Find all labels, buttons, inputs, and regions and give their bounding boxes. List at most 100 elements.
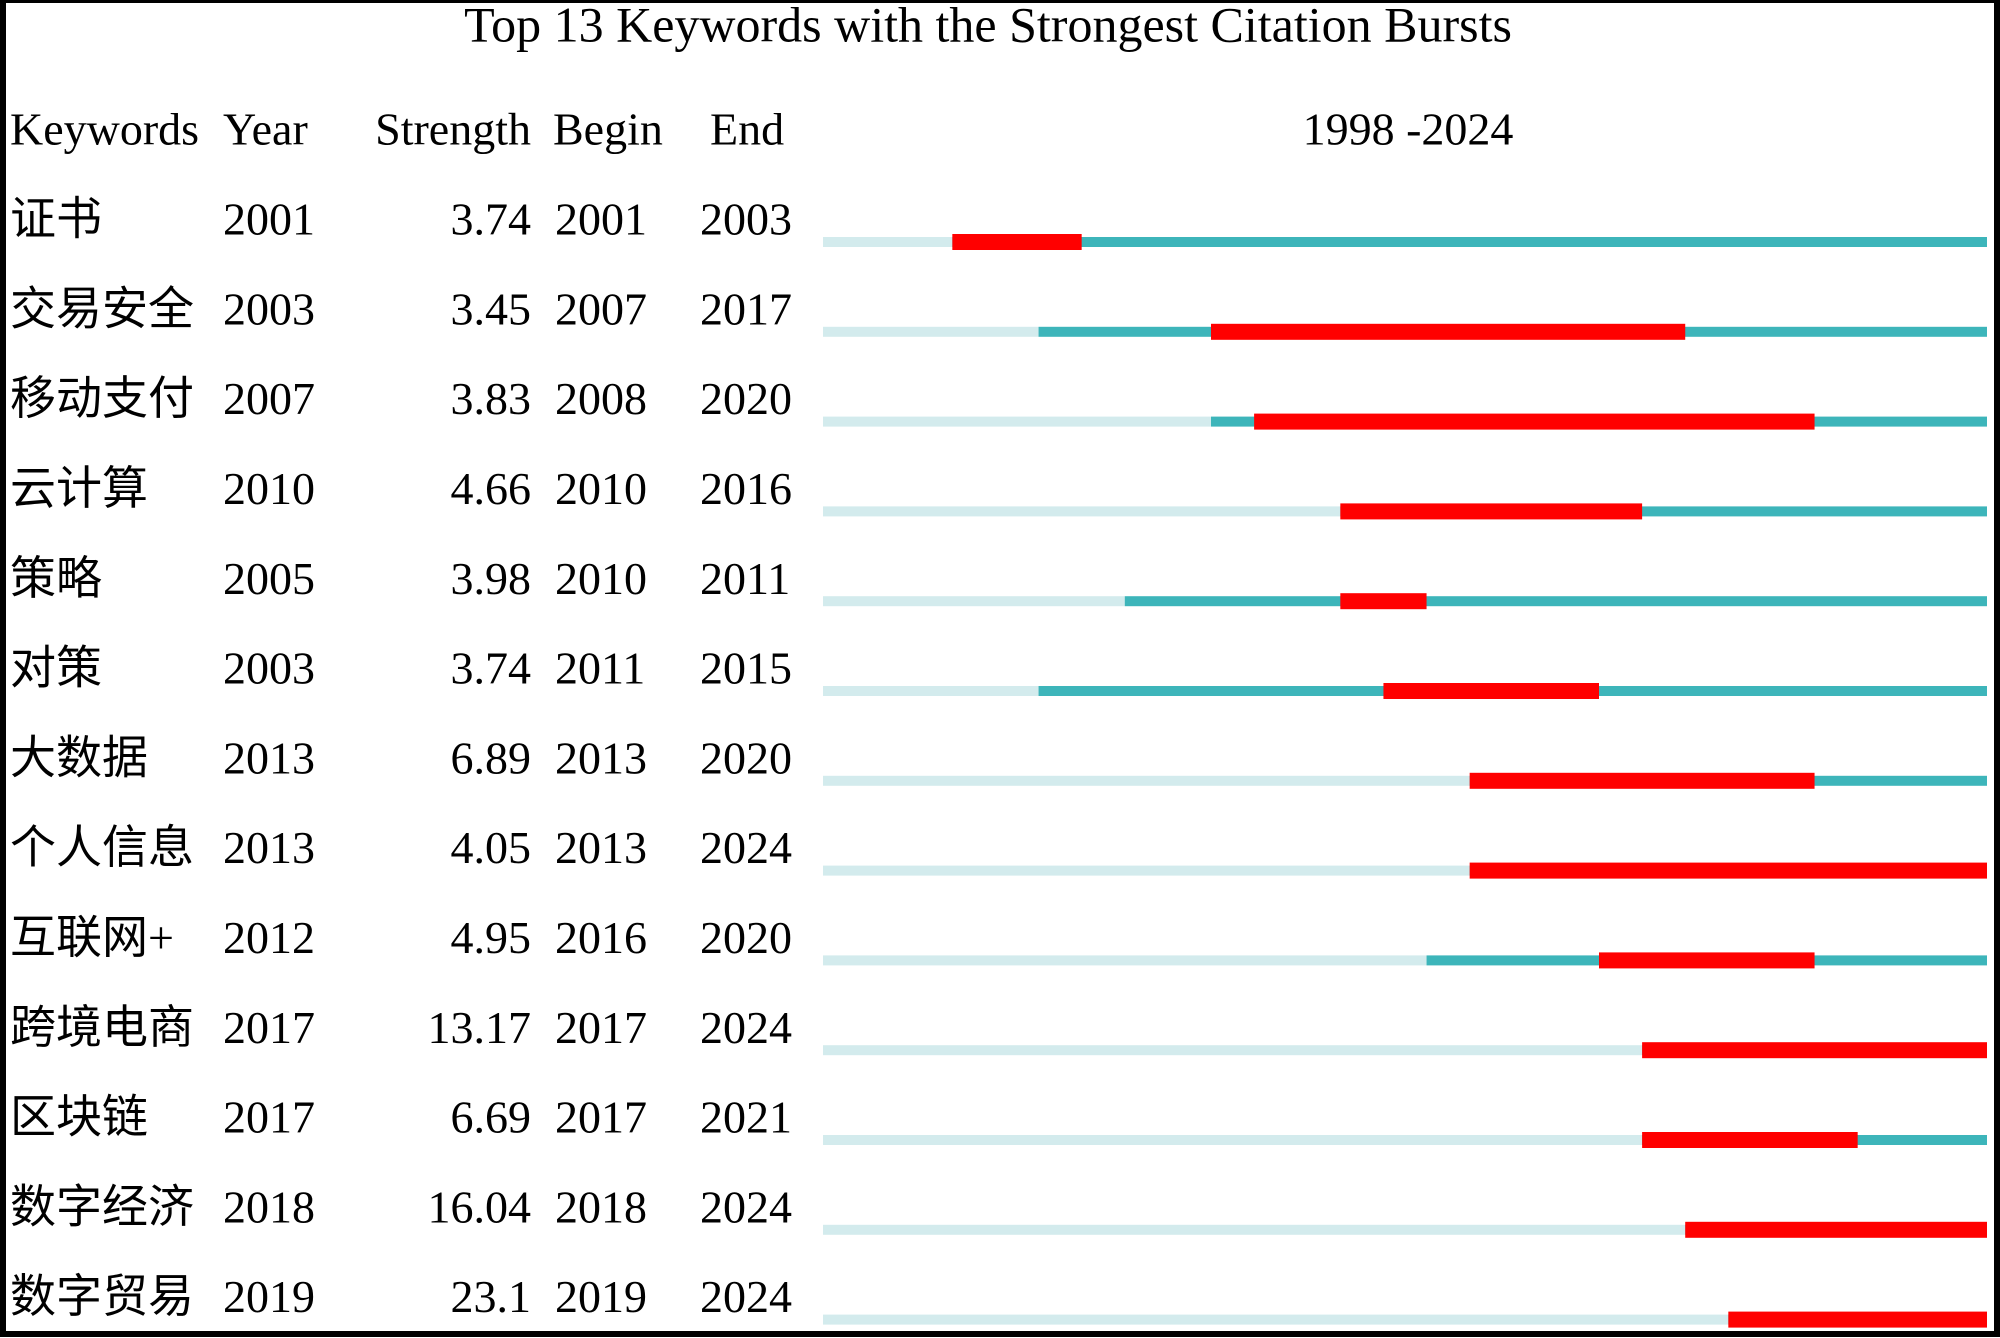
pre-period: [823, 1314, 1729, 1325]
begin: 2011: [555, 643, 645, 694]
pre-period: [823, 775, 1470, 786]
column-header: Year: [223, 104, 308, 155]
year: 2007: [223, 373, 315, 424]
begin: 2017: [555, 1002, 647, 1053]
begin: 2013: [555, 822, 647, 873]
active-period: [1340, 506, 1987, 517]
keyword: 数字经济: [10, 1181, 194, 1232]
year: 2017: [223, 1002, 315, 1053]
end: 2024: [700, 1002, 792, 1053]
year: 2003: [223, 643, 315, 694]
begin: 2010: [555, 553, 647, 604]
burst-bar: [1469, 862, 1987, 879]
begin: 2008: [555, 373, 647, 424]
year: 2005: [223, 553, 315, 604]
year: 2012: [223, 912, 315, 963]
keyword: 证书: [10, 194, 102, 245]
pre-period: [823, 416, 1211, 427]
year: 2017: [223, 1092, 315, 1143]
burst-bar: [1469, 772, 1815, 789]
burst-bar: [1599, 952, 1815, 969]
end: 2024: [700, 1271, 792, 1322]
strength: 3.74: [451, 643, 532, 694]
keyword: 策略: [10, 553, 102, 604]
active-period: [952, 237, 1988, 247]
end: 2021: [700, 1092, 792, 1143]
burst-bar: [1340, 593, 1427, 610]
keyword: 互联网+: [10, 912, 174, 963]
keyword: 跨境电商: [10, 1002, 194, 1053]
end: 2020: [700, 373, 792, 424]
pre-period: [823, 955, 1427, 966]
year: 2003: [223, 283, 315, 334]
strength: 13.17: [428, 1002, 532, 1053]
year: 2013: [223, 732, 315, 783]
pre-period: [823, 1224, 1686, 1235]
strength: 6.89: [451, 732, 532, 783]
burst-bar: [1642, 1042, 1987, 1059]
burst-bar: [1383, 683, 1599, 699]
range-label: 1998 -2024: [1303, 104, 1514, 155]
end: 2011: [700, 553, 790, 604]
pre-period: [823, 237, 953, 247]
chart-title: Top 13 Keywords with the Strongest Citat…: [464, 0, 1512, 52]
year: 2013: [223, 822, 315, 873]
pre-period: [823, 865, 1470, 876]
strength: 3.83: [451, 373, 532, 424]
end: 2017: [700, 283, 792, 334]
begin: 2001: [555, 194, 647, 245]
keyword: 移动支付: [10, 373, 194, 424]
pre-period: [823, 506, 1341, 517]
end: 2020: [700, 732, 792, 783]
strength: 3.45: [451, 283, 532, 334]
begin: 2016: [555, 912, 647, 963]
strength: 23.1: [451, 1271, 532, 1322]
pre-period: [823, 596, 1125, 607]
end: 2016: [700, 463, 792, 514]
pre-period: [823, 326, 1039, 337]
burst-bar: [1340, 503, 1643, 520]
burst-bar: [952, 234, 1082, 250]
strength: 3.98: [451, 553, 532, 604]
burst-bar: [1211, 323, 1686, 340]
burst-bar: [1254, 413, 1815, 430]
pre-period: [823, 1135, 1643, 1145]
year: 2018: [223, 1181, 315, 1232]
strength: 6.69: [451, 1092, 532, 1143]
strength: 4.05: [451, 822, 532, 873]
strength: 16.04: [428, 1181, 532, 1232]
year: 2019: [223, 1271, 315, 1322]
burst-bar: [1685, 1221, 1987, 1238]
column-header: Keywords: [10, 104, 199, 155]
column-header: End: [710, 104, 784, 155]
pre-period: [823, 686, 1039, 696]
pre-period: [823, 1045, 1643, 1056]
burst-bar: [1728, 1311, 1987, 1328]
keyword: 大数据: [10, 732, 148, 783]
begin: 2013: [555, 732, 647, 783]
strength: 3.74: [451, 194, 532, 245]
keyword: 交易安全: [10, 283, 194, 334]
begin: 2018: [555, 1181, 647, 1232]
year: 2001: [223, 194, 315, 245]
end: 2024: [700, 1181, 792, 1232]
column-header: Strength: [375, 104, 531, 155]
keyword: 云计算: [10, 463, 148, 514]
end: 2024: [700, 822, 792, 873]
end: 2015: [700, 643, 792, 694]
keyword: 对策: [10, 643, 102, 694]
strength: 4.66: [451, 463, 532, 514]
begin: 2010: [555, 463, 647, 514]
keyword: 数字贸易: [10, 1271, 194, 1322]
year: 2010: [223, 463, 315, 514]
active-period: [1124, 596, 1987, 607]
keyword: 个人信息: [10, 822, 194, 873]
column-header: Begin: [553, 104, 663, 155]
begin: 2017: [555, 1092, 647, 1143]
begin: 2019: [555, 1271, 647, 1322]
burst-bar: [1642, 1132, 1858, 1148]
end: 2020: [700, 912, 792, 963]
end: 2003: [700, 194, 792, 245]
